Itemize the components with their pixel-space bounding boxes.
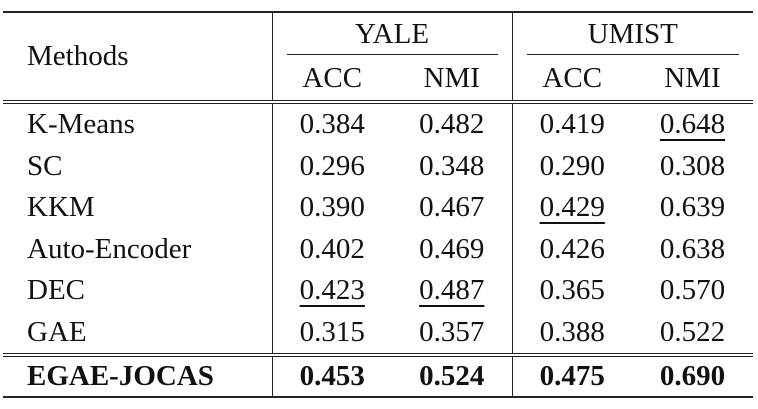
value: 0.639: [659, 191, 726, 224]
value-cell: 0.357: [392, 312, 512, 356]
value-cell: 0.690: [632, 353, 753, 398]
value: 0.290: [539, 149, 605, 182]
value: 0.402: [299, 232, 365, 265]
subheader: NMI: [632, 56, 753, 104]
value-cell: 0.475: [511, 353, 632, 398]
value-cell: 0.423: [271, 270, 392, 312]
value: 0.388: [539, 315, 605, 348]
method-name: KKM: [27, 191, 95, 224]
value: 0.648: [659, 108, 726, 141]
value-cell: 0.296: [271, 145, 392, 187]
value: 0.296: [299, 149, 365, 182]
value: 0.522: [659, 315, 726, 348]
method-name: SC: [27, 149, 63, 182]
value-cell: 0.384: [271, 102, 392, 146]
subheader: ACC: [271, 56, 392, 104]
table-row: EGAE-JOCAS 0.453 0.524 0.475 0.690: [3, 353, 753, 398]
value: 0.487: [419, 274, 485, 307]
value: 0.570: [659, 274, 726, 307]
value-cell: 0.290: [511, 145, 632, 187]
value: 0.419: [539, 108, 605, 141]
methods-header: Methods: [3, 11, 272, 104]
table-row: K-Means 0.384 0.482 0.419 0.648: [3, 102, 753, 146]
value: 0.524: [419, 360, 485, 392]
value-cell: 0.469: [392, 229, 512, 271]
value: 0.365: [539, 274, 605, 307]
value-cell: 0.467: [392, 187, 512, 229]
subheader: ACC: [511, 56, 632, 104]
value: 0.467: [419, 191, 485, 224]
value: 0.315: [299, 315, 365, 348]
value-cell: 0.388: [511, 311, 632, 355]
value-cell: 0.365: [511, 270, 632, 312]
value: 0.390: [299, 191, 365, 224]
group-cell: UMIST: [511, 11, 753, 56]
group-header: UMIST: [526, 14, 739, 55]
value-cell: 0.639: [632, 187, 753, 229]
value: 0.429: [539, 191, 605, 224]
value-cell: 0.487: [392, 270, 512, 312]
value-cell: 0.524: [392, 353, 512, 398]
group-cell: YALE: [271, 11, 512, 56]
subheader-row: ACC NMI ACC NMI: [3, 56, 753, 104]
value-cell: 0.348: [392, 146, 512, 188]
value: 0.308: [659, 149, 726, 182]
method-name: EGAE-JOCAS: [3, 353, 272, 398]
value-cell: 0.482: [392, 102, 512, 146]
table-row: KKM 0.390 0.467 0.429 0.639: [3, 187, 753, 229]
value-cell: 0.570: [632, 270, 753, 312]
table-row: SC 0.296 0.348 0.290 0.308: [3, 145, 753, 188]
value-cell: 0.429: [511, 187, 632, 229]
value: 0.357: [419, 315, 485, 348]
value-cell: 0.648: [632, 102, 753, 146]
value-cell: 0.419: [511, 102, 632, 146]
value: 0.469: [419, 232, 485, 265]
header-row: Methods YALE UMIST: [3, 11, 753, 104]
value: 0.423: [299, 274, 365, 307]
value: 0.690: [659, 360, 726, 392]
value-cell: 0.522: [632, 312, 753, 356]
value: 0.638: [659, 232, 726, 265]
group-header: YALE: [286, 14, 498, 55]
table-row: GAE 0.315 0.357 0.388 0.522: [3, 311, 753, 356]
method-name: DEC: [27, 274, 85, 307]
value-cell: 0.638: [632, 229, 753, 271]
value-cell: 0.390: [271, 187, 392, 229]
results-table: Methods YALE UMIST ACC NMI ACC NMI K-Means 0.384…: [3, 11, 753, 398]
value: 0.482: [419, 108, 485, 141]
value-cell: 0.308: [632, 146, 753, 188]
table-row: DEC 0.423 0.487 0.365 0.570: [3, 270, 753, 312]
value-cell: 0.315: [271, 311, 392, 355]
value-cell: 0.426: [511, 228, 632, 270]
method-name: Auto-Encoder: [27, 232, 192, 265]
value: 0.426: [539, 232, 605, 265]
value: 0.453: [299, 360, 365, 392]
method-name: GAE: [27, 315, 87, 348]
value-cell: 0.453: [271, 353, 392, 398]
method-name: K-Means: [27, 108, 135, 141]
subheader: NMI: [392, 56, 512, 104]
value: 0.475: [539, 360, 605, 392]
value: 0.384: [299, 108, 365, 141]
value: 0.348: [419, 149, 485, 182]
value-cell: 0.402: [271, 228, 392, 270]
table-row: Auto-Encoder 0.402 0.469 0.426 0.638: [3, 228, 753, 271]
